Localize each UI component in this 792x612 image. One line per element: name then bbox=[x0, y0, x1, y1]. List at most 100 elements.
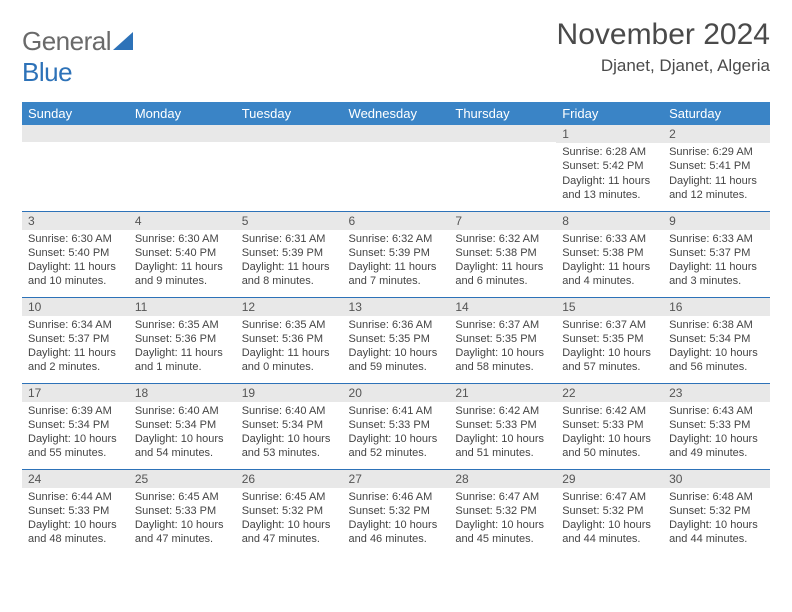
sunrise-text: Sunrise: 6:39 AM bbox=[28, 405, 112, 417]
sunset-text: Sunset: 5:32 PM bbox=[242, 505, 323, 517]
day-number: 12 bbox=[236, 298, 343, 316]
sunset-text: Sunset: 5:33 PM bbox=[562, 419, 643, 431]
sunset-text: Sunset: 5:33 PM bbox=[28, 505, 109, 517]
day-body: Sunrise: 6:43 AMSunset: 5:33 PMDaylight:… bbox=[663, 402, 770, 465]
day-number bbox=[449, 125, 556, 142]
day-number: 24 bbox=[22, 470, 129, 488]
day-body: Sunrise: 6:48 AMSunset: 5:32 PMDaylight:… bbox=[663, 488, 770, 551]
calendar-day-cell: 29Sunrise: 6:47 AMSunset: 5:32 PMDayligh… bbox=[556, 469, 663, 555]
calendar-week-row: 24 Sunrise: 6:44 AM Sunset: 5:33 PM Dayligh… bbox=[22, 469, 770, 555]
calendar-day-cell: 11Sunrise: 6:35 AMSunset: 5:36 PMDayligh… bbox=[129, 297, 236, 383]
sunrise-text: Sunrise: 6:32 AM bbox=[455, 233, 539, 245]
sunrise-text: Sunrise: 6:35 AM bbox=[135, 319, 219, 331]
day-body: Sunrise: 6:37 AMSunset: 5:35 PMDaylight:… bbox=[449, 316, 556, 379]
daylight-text: Daylight: 11 hours and 9 minutes. bbox=[135, 261, 223, 287]
calendar-day-cell: 20Sunrise: 6:41 AMSunset: 5:33 PMDayligh… bbox=[343, 383, 450, 469]
calendar-day-cell: 17 Sunrise: 6:39 AM Sunset: 5:34 PM Dayligh… bbox=[22, 383, 129, 469]
calendar-day-cell: 5Sunrise: 6:31 AMSunset: 5:39 PMDaylight… bbox=[236, 211, 343, 297]
daylight-text: Daylight: 10 hours and 54 minutes. bbox=[135, 433, 224, 459]
day-number: 14 bbox=[449, 298, 556, 316]
day-number: 25 bbox=[129, 470, 236, 488]
sunrise-text: Sunrise: 6:30 AM bbox=[28, 233, 112, 245]
calendar-day-cell: 13Sunrise: 6:36 AMSunset: 5:35 PMDayligh… bbox=[343, 297, 450, 383]
day-body: Sunrise: 6:38 AMSunset: 5:34 PMDaylight:… bbox=[663, 316, 770, 379]
day-number: 18 bbox=[129, 384, 236, 402]
calendar-day-cell: 14Sunrise: 6:37 AMSunset: 5:35 PMDayligh… bbox=[449, 297, 556, 383]
day-number: 17 bbox=[22, 384, 129, 402]
sunset-text: Sunset: 5:33 PM bbox=[455, 419, 536, 431]
daylight-text: Daylight: 11 hours and 7 minutes. bbox=[349, 261, 437, 287]
sunrise-text: Sunrise: 6:44 AM bbox=[28, 491, 112, 503]
calendar-day-cell: 21Sunrise: 6:42 AMSunset: 5:33 PMDayligh… bbox=[449, 383, 556, 469]
daylight-text: Daylight: 11 hours and 10 minutes. bbox=[28, 261, 116, 287]
daylight-text: Daylight: 11 hours and 0 minutes. bbox=[242, 347, 330, 373]
logo-text-gray: General bbox=[22, 26, 111, 56]
day-number: 2 bbox=[663, 125, 770, 143]
title-block: November 2024 Djanet, Djanet, Algeria bbox=[557, 18, 770, 76]
sunset-text: Sunset: 5:33 PM bbox=[135, 505, 216, 517]
sunrise-text: Sunrise: 6:32 AM bbox=[349, 233, 433, 245]
sunrise-text: Sunrise: 6:33 AM bbox=[562, 233, 646, 245]
daylight-text: Daylight: 10 hours and 56 minutes. bbox=[669, 347, 758, 373]
day-number bbox=[236, 125, 343, 142]
day-number bbox=[22, 125, 129, 142]
sunrise-text: Sunrise: 6:30 AM bbox=[135, 233, 219, 245]
month-title: November 2024 bbox=[557, 18, 770, 52]
sunset-text: Sunset: 5:35 PM bbox=[455, 333, 536, 345]
calendar-day-cell: 26Sunrise: 6:45 AMSunset: 5:32 PMDayligh… bbox=[236, 469, 343, 555]
calendar-day-cell: 3Sunrise: 6:30 AMSunset: 5:40 PMDaylight… bbox=[22, 211, 129, 297]
sunrise-text: Sunrise: 6:37 AM bbox=[562, 319, 646, 331]
day-body: Sunrise: 6:44 AMSunset: 5:33 PMDaylight:… bbox=[22, 488, 129, 551]
daylight-text: Daylight: 11 hours and 3 minutes. bbox=[669, 261, 757, 287]
sunrise-text: Sunrise: 6:47 AM bbox=[562, 491, 646, 503]
daylight-text: Daylight: 10 hours and 45 minutes. bbox=[455, 519, 544, 545]
calendar-day-cell: 2Sunrise: 6:29 AMSunset: 5:41 PMDaylight… bbox=[663, 125, 770, 211]
daylight-text: Daylight: 10 hours and 53 minutes. bbox=[242, 433, 331, 459]
day-number: 23 bbox=[663, 384, 770, 402]
sunset-text: Sunset: 5:34 PM bbox=[242, 419, 323, 431]
sunset-text: Sunset: 5:40 PM bbox=[135, 247, 216, 259]
calendar-day-cell: 16Sunrise: 6:38 AMSunset: 5:34 PMDayligh… bbox=[663, 297, 770, 383]
calendar-day-cell: 28Sunrise: 6:47 AMSunset: 5:32 PMDayligh… bbox=[449, 469, 556, 555]
calendar-week-row: 17 Sunrise: 6:39 AM Sunset: 5:34 PM Dayligh… bbox=[22, 383, 770, 469]
sunrise-text: Sunrise: 6:28 AM bbox=[562, 146, 646, 158]
header: General Blue November 2024 Djanet, Djane… bbox=[22, 18, 770, 88]
sunrise-text: Sunrise: 6:34 AM bbox=[28, 319, 112, 331]
day-number: 8 bbox=[556, 212, 663, 230]
day-body: Sunrise: 6:32 AM Sunset: 5:38 PM Daylight:… bbox=[449, 230, 556, 293]
day-number: 13 bbox=[343, 298, 450, 316]
calendar-day-cell: 30Sunrise: 6:48 AMSunset: 5:32 PMDayligh… bbox=[663, 469, 770, 555]
sunset-text: Sunset: 5:39 PM bbox=[349, 247, 430, 259]
sunrise-text: Sunrise: 6:40 AM bbox=[135, 405, 219, 417]
day-body: Sunrise: 6:36 AMSunset: 5:35 PMDaylight:… bbox=[343, 316, 450, 379]
calendar-table: SundayMondayTuesdayWednesdayThursdayFrid… bbox=[22, 102, 770, 555]
sunset-text: Sunset: 5:36 PM bbox=[135, 333, 216, 345]
day-number: 16 bbox=[663, 298, 770, 316]
day-body: Sunrise: 6:35 AM Sunset: 5:36 PM Daylight:… bbox=[129, 316, 236, 379]
sunrise-text: Sunrise: 6:47 AM bbox=[455, 491, 539, 503]
sunset-text: Sunset: 5:38 PM bbox=[455, 247, 536, 259]
sunset-text: Sunset: 5:40 PM bbox=[28, 247, 109, 259]
daylight-text: Daylight: 11 hours and 6 minutes. bbox=[455, 261, 543, 287]
day-body: Sunrise: 6:30 AM Sunset: 5:40 PM Daylight:… bbox=[129, 230, 236, 293]
weekday-header: Friday bbox=[556, 102, 663, 125]
calendar-day-cell bbox=[236, 125, 343, 211]
sunset-text: Sunset: 5:34 PM bbox=[28, 419, 109, 431]
sunrise-text: Sunrise: 6:45 AM bbox=[242, 491, 326, 503]
daylight-text: Daylight: 11 hours and 1 minute. bbox=[135, 347, 223, 373]
calendar-day-cell: 25Sunrise: 6:45 AMSunset: 5:33 PMDayligh… bbox=[129, 469, 236, 555]
daylight-text: Daylight: 10 hours and 46 minutes. bbox=[349, 519, 438, 545]
calendar-day-cell: 4Sunrise: 6:30 AMSunset: 5:40 PMDaylight… bbox=[129, 211, 236, 297]
daylight-text: Daylight: 10 hours and 55 minutes. bbox=[28, 433, 117, 459]
sunset-text: Sunset: 5:32 PM bbox=[669, 505, 750, 517]
day-number: 29 bbox=[556, 470, 663, 488]
day-number: 21 bbox=[449, 384, 556, 402]
daylight-text: Daylight: 10 hours and 51 minutes. bbox=[455, 433, 544, 459]
sunset-text: Sunset: 5:37 PM bbox=[669, 247, 750, 259]
calendar-day-cell: 22Sunrise: 6:42 AMSunset: 5:33 PMDayligh… bbox=[556, 383, 663, 469]
daylight-text: Daylight: 10 hours and 47 minutes. bbox=[242, 519, 331, 545]
sunset-text: Sunset: 5:41 PM bbox=[669, 160, 750, 172]
calendar-day-cell bbox=[129, 125, 236, 211]
daylight-text: Daylight: 10 hours and 44 minutes. bbox=[669, 519, 758, 545]
sunset-text: Sunset: 5:38 PM bbox=[562, 247, 643, 259]
